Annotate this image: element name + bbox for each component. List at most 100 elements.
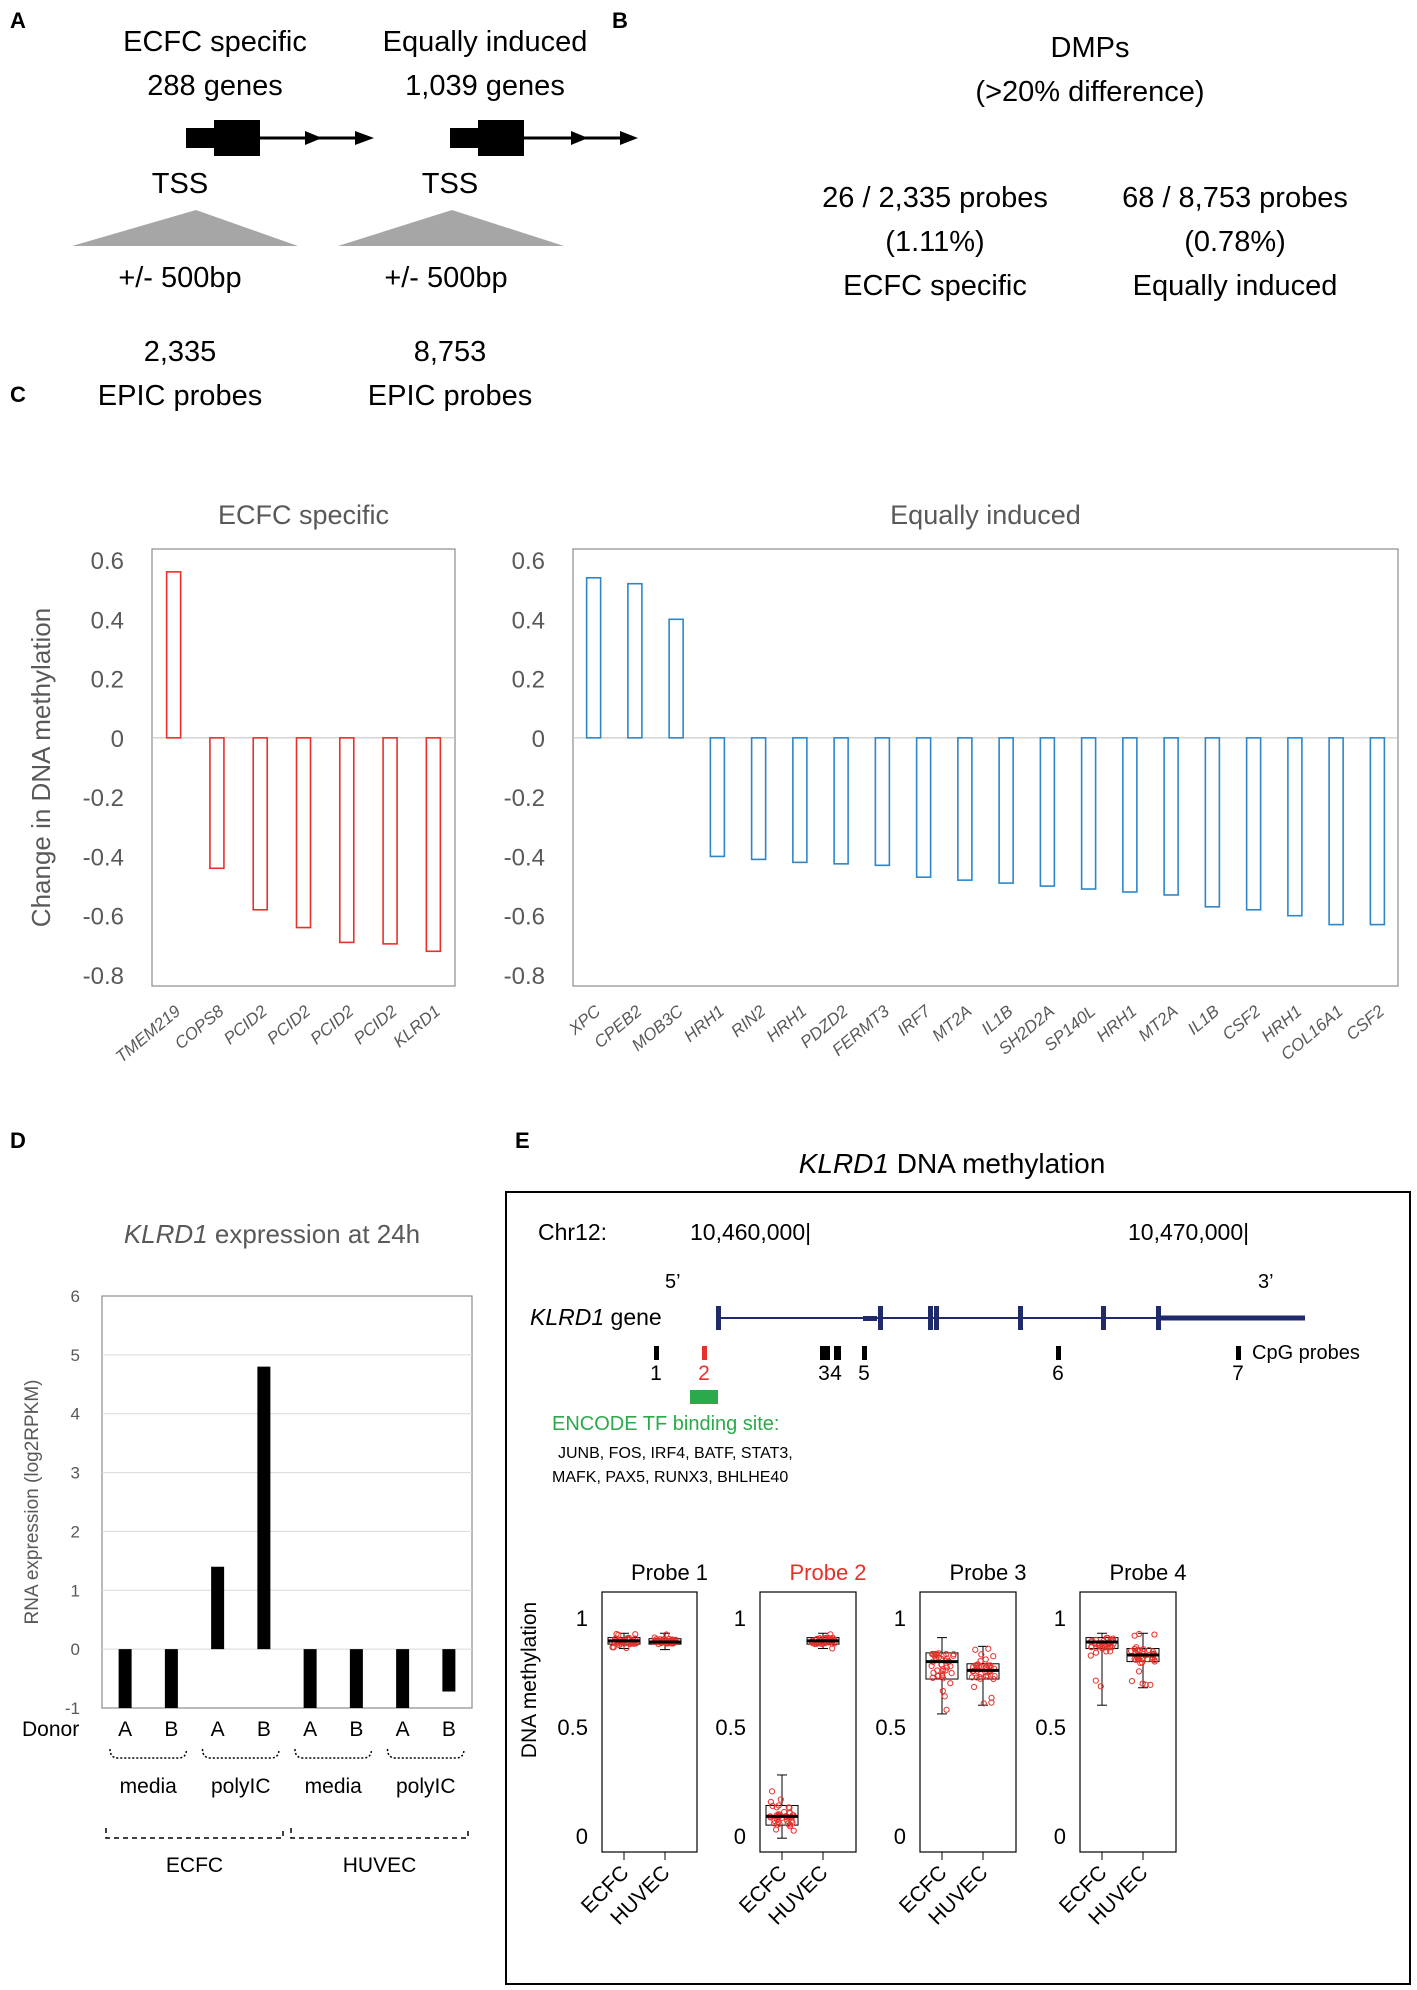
e-point — [632, 1631, 639, 1638]
c-right-bar — [750, 737, 767, 861]
d-donor-title: Donor — [22, 1718, 79, 1741]
e-point — [610, 1644, 617, 1651]
d-celltype-label: HUVEC — [343, 1854, 417, 1877]
e-point — [971, 1683, 978, 1691]
e-point — [663, 1631, 670, 1638]
e-point — [1151, 1631, 1158, 1638]
d-bar — [303, 1649, 317, 1708]
d-condition-label: media — [305, 1775, 363, 1798]
d-ytick: 5 — [71, 1346, 80, 1365]
c-right-bar — [1328, 737, 1344, 926]
d-ytick: 4 — [71, 1405, 80, 1424]
c-right-ytick: -0.4 — [504, 844, 545, 871]
e-point — [769, 1802, 776, 1810]
c-left-bar — [209, 737, 225, 870]
c-right-bar — [668, 618, 684, 739]
e-ytick: 0 — [894, 1824, 906, 1849]
e-ytick: 0.5 — [1035, 1715, 1066, 1740]
e-point — [939, 1687, 946, 1695]
c-left-xlabel: PCID2 — [263, 1001, 314, 1048]
d-frame — [101, 1295, 473, 1709]
e-point — [972, 1646, 979, 1653]
d-condition-label: media — [120, 1775, 178, 1798]
e-point — [1135, 1668, 1143, 1675]
e-point — [1092, 1677, 1099, 1684]
c-ylabel: Change in DNA methylation — [26, 608, 56, 927]
d-ytick: 0 — [71, 1640, 80, 1659]
e-point — [1106, 1643, 1113, 1650]
e-point — [974, 1662, 981, 1670]
c-right-ytick: 0.4 — [512, 607, 545, 634]
b-left-ratio: 26 / 2,335 probes — [822, 182, 1048, 214]
d-donor-label: A — [211, 1718, 225, 1741]
c-right-bar — [709, 737, 726, 858]
panel-d-chart: KLRD1 expression at 24h 6 5 4 3 2 1 0 -1 RNA expr… — [22, 1219, 473, 1877]
c-right-bar — [833, 737, 849, 865]
e-cpg-number: 7 — [1232, 1362, 1244, 1385]
c-right-bar — [1039, 737, 1056, 887]
d-condition-bracket — [294, 1748, 373, 1759]
a-right-window: +/- 500bp — [384, 262, 508, 294]
e-point — [943, 1706, 950, 1713]
e-point — [928, 1662, 935, 1670]
e-exon — [1018, 1306, 1023, 1330]
e-point — [939, 1673, 946, 1680]
e-tf-line2: MAFK, PAX5, RUNX3, BHLHE40 — [552, 1469, 788, 1486]
e-box-frame — [919, 1591, 1017, 1853]
c-left-xlabel: KLRD1 — [390, 1002, 444, 1052]
e-cpg-tick — [654, 1346, 659, 1360]
e-ytick: 0 — [576, 1824, 588, 1849]
d-bar — [257, 1366, 271, 1650]
e-encode-bar — [690, 1390, 718, 1404]
a-right-probes: EPIC probes — [367, 380, 533, 412]
c-right-bar — [627, 582, 643, 739]
e-point — [767, 1798, 774, 1805]
d-ytick: 6 — [71, 1287, 80, 1306]
e-point — [977, 1675, 984, 1682]
b-right-pct: (0.78%) — [1184, 226, 1286, 258]
e-encode-label: ENCODE TF binding site: — [552, 1413, 780, 1435]
e-point — [786, 1821, 794, 1828]
e-point — [943, 1664, 950, 1671]
e-point — [948, 1670, 955, 1677]
e-cpg-number: 3 — [818, 1362, 830, 1385]
e-point — [773, 1804, 780, 1811]
c-right-bar — [957, 737, 973, 881]
c-right-ytick: -0.2 — [504, 785, 545, 812]
c-right-xlabel: IRF7 — [894, 1001, 935, 1040]
e-box-frame — [1079, 1591, 1177, 1853]
c-right-xlabel: IL1B — [1184, 1002, 1223, 1039]
e-probe-title: Probe 4 — [1109, 1560, 1186, 1585]
e-point — [1145, 1646, 1153, 1654]
e-point — [941, 1693, 948, 1700]
c-left-bar — [338, 737, 355, 944]
e-ytick: 0 — [1054, 1824, 1066, 1849]
d-ytick: 1 — [71, 1581, 80, 1600]
b-right-ratio: 68 / 8,753 probes — [1122, 182, 1348, 214]
c-left-xlabel: COPS8 — [171, 1001, 228, 1053]
e-point — [947, 1663, 954, 1670]
c-right-bar — [1163, 737, 1179, 896]
e-point — [988, 1694, 995, 1701]
e-ytick: 0 — [734, 1824, 746, 1849]
e-point — [982, 1656, 989, 1663]
e-cpg-number: 6 — [1052, 1362, 1064, 1385]
b-left-label: ECFC specific — [843, 270, 1027, 302]
a-right-count: 8,753 — [413, 336, 487, 368]
e-gene-label: KLRD1 gene — [530, 1304, 662, 1330]
e-ytick: 1 — [734, 1606, 746, 1631]
a-left-exon-small — [186, 128, 214, 148]
a-left-tss: TSS — [151, 168, 209, 200]
e-exon — [934, 1306, 939, 1330]
e-exon-utr — [863, 1316, 877, 1321]
e-point — [1132, 1656, 1139, 1663]
e-box-frame — [759, 1591, 857, 1853]
e-point — [1142, 1681, 1149, 1688]
e-ytick: 1 — [1054, 1606, 1066, 1631]
e-cpg-tick — [820, 1346, 830, 1360]
e-point — [987, 1662, 994, 1669]
c-right-bar — [1287, 737, 1303, 917]
c-right-bar — [998, 737, 1014, 884]
d-condition-bracket — [386, 1748, 465, 1759]
c-right-xlabel: HRH1 — [1093, 1002, 1141, 1046]
